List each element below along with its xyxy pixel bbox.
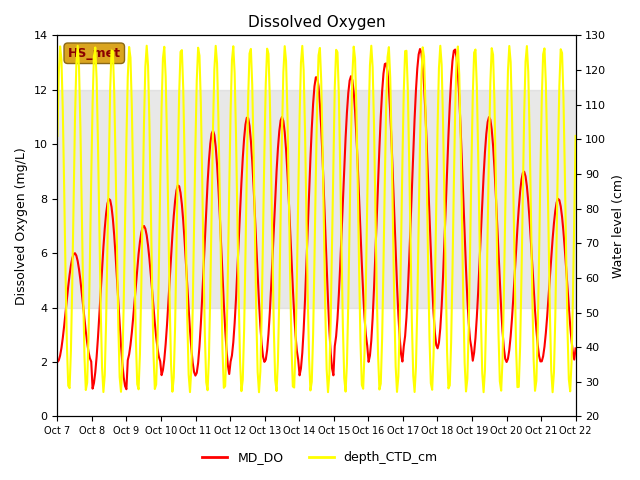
Legend: MD_DO, depth_CTD_cm: MD_DO, depth_CTD_cm — [197, 446, 443, 469]
Title: Dissolved Oxygen: Dissolved Oxygen — [248, 15, 385, 30]
Bar — [58, 90, 575, 308]
Y-axis label: Dissolved Oxygen (mg/L): Dissolved Oxygen (mg/L) — [15, 147, 28, 305]
Text: HS_met: HS_met — [68, 47, 121, 60]
Y-axis label: Water level (cm): Water level (cm) — [612, 174, 625, 278]
